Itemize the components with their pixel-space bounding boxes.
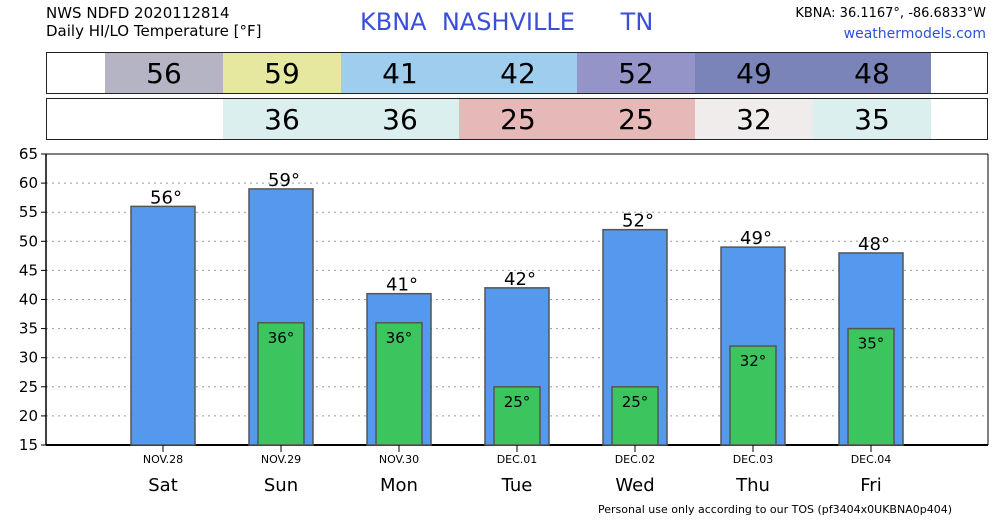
- lo_strip-cell: 35: [813, 99, 931, 139]
- station-coordinates: KBNA: 36.1167°, -86.6833°W: [795, 6, 986, 21]
- hi_strip-cell: 52: [577, 53, 695, 93]
- date-label: NOV.28: [143, 453, 183, 466]
- y-tick-label: 55: [19, 203, 38, 221]
- lo_strip-cell: [105, 99, 223, 139]
- y-tick-label: 30: [19, 349, 38, 367]
- y-tick-label: 40: [19, 291, 38, 309]
- date-label: DEC.01: [497, 453, 538, 466]
- y-tick-label: 25: [19, 378, 38, 396]
- low-temp-label: 25°: [504, 393, 531, 411]
- high-temp-label: 56°: [150, 187, 182, 208]
- model-run-label: NWS NDFD 2020112814: [46, 4, 230, 22]
- y-tick-label: 35: [19, 320, 38, 338]
- high-temp-label: 49°: [740, 228, 772, 249]
- low-temp-label: 25°: [622, 393, 649, 411]
- day-label: Mon: [380, 475, 418, 496]
- site-link[interactable]: weathermodels.com: [843, 26, 986, 42]
- hi_strip-cell: 42: [459, 53, 577, 93]
- footer-notice: Personal use only according to our TOS (…: [598, 503, 952, 516]
- low-temp-bar: [257, 322, 305, 446]
- date-label: DEC.04: [851, 453, 892, 466]
- y-tick-label: 60: [19, 174, 38, 192]
- y-tick-label: 20: [19, 407, 38, 425]
- high-temp-strip: 56 59 41 42 52 49 48: [46, 52, 988, 94]
- low-temp-label: 32°: [740, 352, 767, 370]
- hi_strip-cell: 56: [105, 53, 223, 93]
- low-temp-bar: [375, 322, 423, 446]
- y-tick-label: 65: [19, 145, 38, 163]
- lo_strip-cell: 36: [341, 99, 459, 139]
- chart-header-right: KBNA: 36.1167°, -86.6833°W weathermodels…: [795, 4, 986, 44]
- day-label: Fri: [860, 475, 881, 496]
- high-temp-label: 42°: [504, 269, 536, 290]
- low-temp-bar: [847, 327, 895, 446]
- chart-header-left: NWS NDFD 2020112814 Daily HI/LO Temperat…: [46, 4, 262, 40]
- low-temp-bar: [611, 386, 659, 446]
- date-label: NOV.29: [261, 453, 301, 466]
- day-label: Sat: [148, 475, 178, 496]
- low-temp-label: 36°: [386, 329, 413, 347]
- high-temp-label: 48°: [858, 234, 890, 255]
- low-temp-label: 36°: [268, 329, 295, 347]
- day-label: Thu: [735, 475, 770, 496]
- day-label: Wed: [615, 475, 654, 496]
- high-temp-label: 59°: [268, 170, 300, 191]
- y-tick-label: 15: [19, 436, 38, 454]
- y-tick-label: 45: [19, 261, 38, 279]
- day-label: Sun: [264, 475, 298, 496]
- hi_strip-cell: 41: [341, 53, 459, 93]
- high-temp-label: 52°: [622, 211, 654, 232]
- lo_strip-cell: 32: [695, 99, 813, 139]
- date-label: NOV.30: [379, 453, 419, 466]
- hi_strip-cell: 49: [695, 53, 813, 93]
- date-label: DEC.03: [733, 453, 774, 466]
- hi_strip-cell: 48: [813, 53, 931, 93]
- chart-title: Daily HI/LO Temperature [°F]: [46, 22, 262, 40]
- low-temp-bar: [729, 345, 777, 446]
- low-temp-label: 35°: [858, 335, 885, 353]
- hi_strip-cell: 59: [223, 53, 341, 93]
- high-temp-bar: [130, 205, 196, 446]
- lo_strip-cell: 25: [459, 99, 577, 139]
- lo_strip-cell: 36: [223, 99, 341, 139]
- y-tick-label: 50: [19, 232, 38, 250]
- lo_strip-cell: 25: [577, 99, 695, 139]
- high-temp-label: 41°: [386, 275, 418, 296]
- date-label: DEC.02: [615, 453, 656, 466]
- day-label: Tue: [501, 475, 533, 496]
- station-title: KBNA NASHVILLE TN: [360, 8, 654, 36]
- low-temp-strip: 36 36 25 25 32 35: [46, 98, 988, 140]
- temperature-bar-chart: 15 20 25 30 35 40 45 50 55 60 65 56° NOV.28 Sat 59° 36°…: [19, 145, 989, 496]
